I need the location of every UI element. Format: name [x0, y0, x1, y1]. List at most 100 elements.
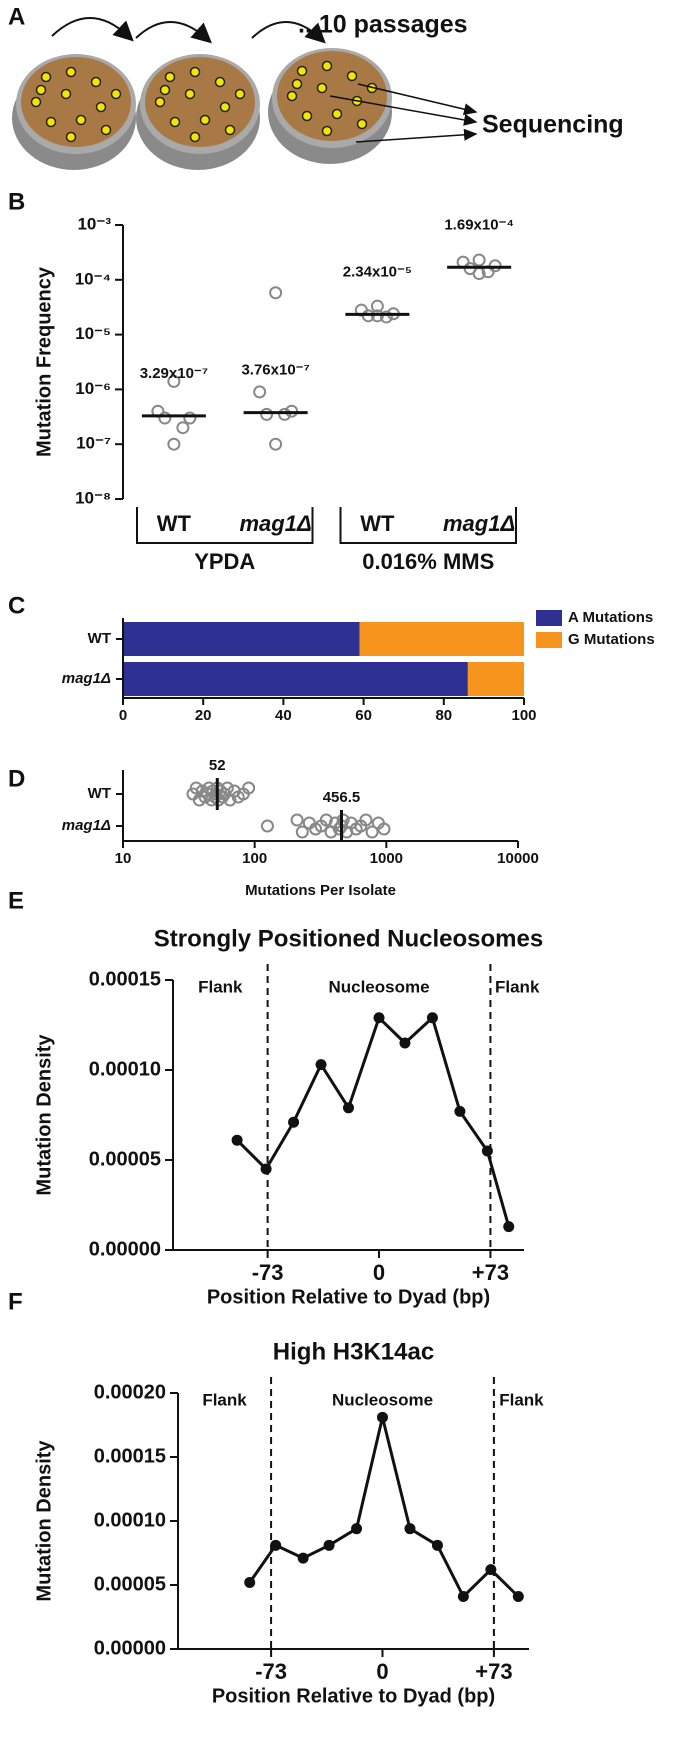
data-line [236, 1015, 511, 1228]
data-point [167, 374, 181, 388]
legend-label: A Mutations [568, 609, 653, 626]
data-point [503, 1221, 515, 1233]
data-point [426, 1012, 438, 1024]
data-point [158, 411, 172, 425]
data-point [472, 253, 486, 267]
data-point [278, 407, 292, 421]
colony [189, 131, 201, 143]
data-point [260, 407, 274, 421]
x-tick-label: 80 [435, 707, 452, 724]
y-tick-label: WT [88, 630, 111, 647]
colony [75, 114, 87, 126]
x-axis-label: Position Relative to Dyad (bp) [212, 1685, 495, 1707]
colony [199, 114, 211, 126]
y-tick-label: 0.00010 [89, 1058, 161, 1080]
panel-label: A [8, 3, 25, 30]
passage-arrow [251, 21, 326, 44]
data-point [457, 1591, 469, 1603]
bar-segment [123, 662, 468, 696]
data-point [253, 385, 267, 399]
y-tick-label: mag1Δ [62, 817, 111, 834]
passage-arrow [51, 17, 134, 42]
colony [234, 88, 246, 100]
sequencing-arrow [357, 83, 478, 116]
data-point [377, 822, 391, 836]
x-tick-label: mag1Δ [443, 511, 515, 536]
data-point [365, 825, 379, 839]
colony [110, 88, 122, 100]
y-tick-label: 0.00005 [89, 1148, 161, 1170]
data-point [176, 421, 190, 435]
data-point [323, 1539, 335, 1551]
colony [65, 131, 77, 143]
x-tick-label: 10000 [497, 850, 539, 867]
annotation: Nucleosome [328, 977, 429, 996]
median-label: 3.76x10⁻⁷ [241, 362, 309, 379]
x-tick-label: 100 [242, 850, 267, 867]
median-label: 2.34x10⁻⁵ [343, 263, 412, 280]
y-tick-label: 10⁻⁵ [75, 324, 111, 343]
median-label: 3.29x10⁻⁷ [140, 365, 208, 382]
annotation: Flank [495, 977, 540, 996]
colony [169, 116, 181, 128]
y-axis-label: Mutation Density [33, 1440, 55, 1602]
colony [214, 76, 226, 88]
sequencing-label: Sequencing [482, 111, 624, 139]
x-tick-label: +73 [475, 1659, 512, 1684]
y-tick-label: 10⁻⁸ [75, 488, 111, 507]
legend-swatch [536, 610, 562, 626]
data-point [269, 437, 283, 451]
panel-a: A ...10 passages Sequencing [8, 3, 624, 170]
data-point [431, 1539, 443, 1551]
colony [90, 76, 102, 88]
annotation: Flank [198, 977, 243, 996]
sequencing-arrow [329, 95, 478, 126]
y-axis-label: Mutation Frequency [33, 266, 55, 457]
group-label: 0.016% MMS [362, 549, 494, 574]
y-tick-label: 0.00020 [94, 1381, 166, 1403]
y-tick-label: 10⁻⁷ [76, 434, 111, 453]
x-tick-label: -73 [255, 1659, 287, 1684]
y-tick-label: mag1Δ [62, 670, 111, 687]
bar-segment [123, 622, 360, 656]
data-point [343, 1102, 354, 1114]
colony [331, 108, 343, 120]
passage-arrow [135, 21, 212, 44]
data-point [290, 813, 304, 827]
data-point [260, 1163, 272, 1175]
data-point [370, 299, 384, 313]
colony [35, 84, 47, 96]
bar-segment [359, 622, 524, 656]
y-tick-label: 10⁻³ [77, 214, 111, 233]
colony [95, 101, 107, 113]
data-point [351, 1523, 363, 1535]
median-label: 1.69x10⁻⁴ [444, 216, 514, 233]
data-point [288, 1116, 300, 1128]
y-tick-label: 0.00000 [94, 1637, 166, 1659]
data-point [488, 259, 502, 273]
colony [65, 66, 77, 78]
colony [316, 82, 328, 94]
x-axis-label: Mutations Per Isolate [245, 882, 396, 899]
data-point [359, 813, 373, 827]
y-tick-label: 0.00010 [94, 1509, 166, 1531]
colony [30, 96, 42, 108]
y-tick-label: 0.00015 [89, 968, 161, 990]
data-point [454, 1105, 466, 1117]
colony [301, 110, 313, 122]
group-label: YPDA [194, 549, 255, 574]
group-bracket [339, 507, 517, 544]
panel-label: D [8, 765, 25, 792]
data-point [485, 1564, 497, 1576]
data-point [481, 1145, 493, 1157]
colony [346, 70, 358, 82]
x-tick-label: 100 [511, 707, 536, 724]
colony [286, 90, 298, 102]
bar-segment [467, 662, 524, 696]
legend-swatch [536, 632, 562, 648]
panel-label: E [8, 887, 24, 914]
group-bracket [136, 507, 314, 544]
data-point [399, 1037, 411, 1049]
legend-label: G Mutations [568, 631, 655, 648]
data-point [244, 1576, 256, 1588]
